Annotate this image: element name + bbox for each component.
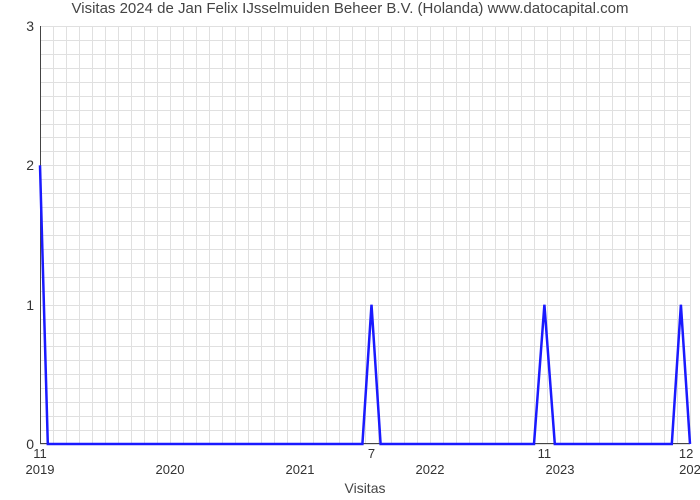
chart-title: Visitas 2024 de Jan Felix IJsselmuiden B…	[0, 0, 700, 17]
x-tick-label: 202	[679, 462, 700, 477]
data-point-label: 12	[679, 446, 693, 461]
grid-line	[690, 26, 691, 444]
x-tick-label: 2020	[156, 462, 185, 477]
y-tick-label: 3	[26, 18, 40, 34]
line-series	[40, 26, 690, 444]
plot-area: 0123201920202021202220232021171112Visita…	[40, 26, 690, 444]
x-axis-title: Visitas	[40, 480, 690, 496]
y-tick-label: 2	[26, 157, 40, 173]
data-point-label: 11	[33, 446, 47, 461]
x-tick-label: 2021	[286, 462, 315, 477]
data-point-label: 7	[368, 446, 375, 461]
y-tick-label: 1	[26, 297, 40, 313]
x-tick-label: 2019	[26, 462, 55, 477]
x-tick-label: 2023	[546, 462, 575, 477]
data-point-label: 11	[538, 446, 552, 461]
x-tick-label: 2022	[416, 462, 445, 477]
